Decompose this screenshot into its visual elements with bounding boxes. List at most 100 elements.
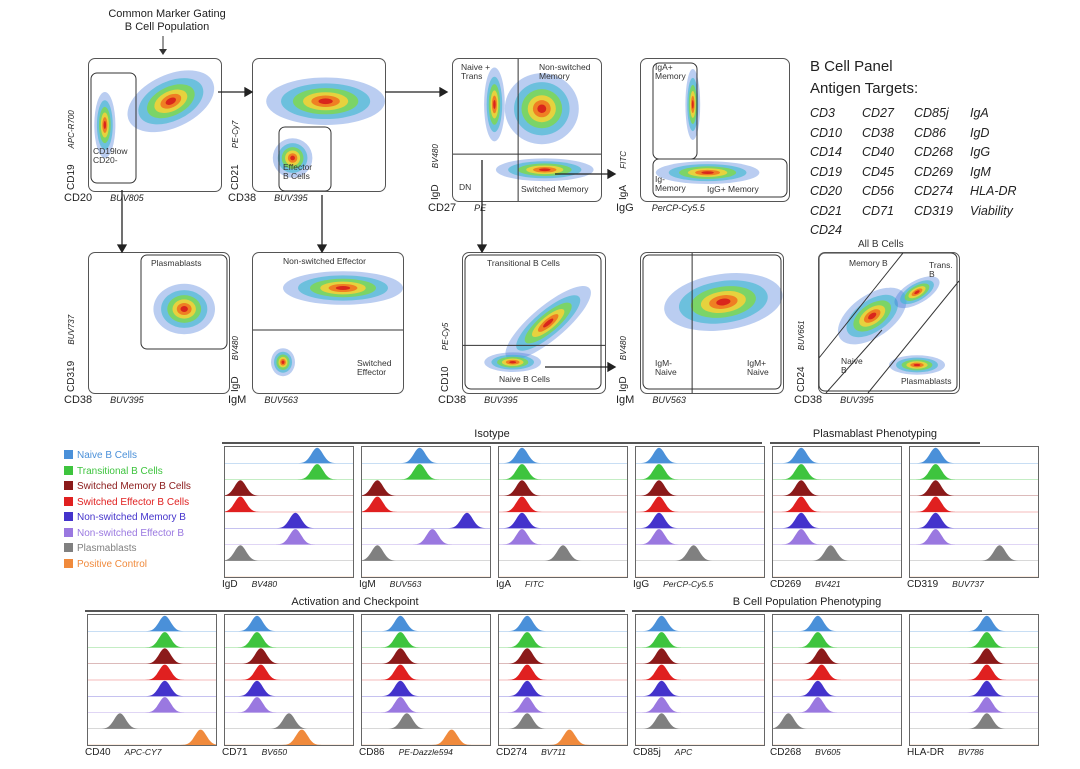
legend-label: Non-switched Effector B bbox=[77, 527, 185, 539]
antigen-target: CD269 bbox=[914, 164, 953, 179]
antigen-target: CD38 bbox=[862, 125, 894, 140]
gate-box bbox=[278, 126, 332, 191]
antigen-target: IgM bbox=[970, 164, 991, 179]
histogram-peak bbox=[964, 664, 1010, 680]
histogram-peak bbox=[977, 545, 1022, 561]
histogram-x-label: CD71 BV650 bbox=[222, 747, 287, 758]
histogram-marker: IgD bbox=[222, 579, 238, 590]
histogram-peak bbox=[362, 480, 400, 496]
section-isotype: Isotype bbox=[474, 428, 510, 440]
histogram-hla-dr bbox=[909, 614, 1039, 746]
legend-item: Naive B Cells bbox=[64, 450, 137, 462]
histogram-peak bbox=[778, 512, 824, 529]
histogram-peak bbox=[913, 529, 958, 545]
histogram-peak bbox=[795, 697, 841, 713]
x-marker: CD38 bbox=[438, 394, 467, 406]
histogram-peak bbox=[234, 615, 280, 632]
histogram-peak bbox=[234, 632, 280, 648]
histogram-cd85j bbox=[635, 614, 765, 746]
gating-plot-igd-igm: Non-switched Effector Switched Effector bbox=[252, 252, 404, 394]
histogram-fluorophore: APC-CY7 bbox=[124, 747, 162, 757]
panel-title: B Cell Panel bbox=[810, 58, 893, 75]
histogram-peak bbox=[636, 480, 682, 496]
antigen-target: CD86 bbox=[914, 125, 946, 140]
cell-population-density bbox=[94, 92, 116, 158]
legend-swatch bbox=[64, 527, 73, 537]
legend-item: Non-switched Memory B bbox=[64, 512, 186, 524]
histogram-x-label: IgM BUV563 bbox=[359, 579, 421, 590]
note-arrow bbox=[159, 36, 167, 55]
histogram-peak bbox=[913, 464, 958, 480]
histogram-marker: CD40 bbox=[85, 747, 111, 758]
histogram-marker: CD274 bbox=[496, 747, 528, 758]
histogram-peak bbox=[799, 648, 845, 664]
histogram-peak bbox=[778, 496, 824, 512]
gate-label: Transitional B Cells bbox=[487, 258, 560, 268]
x-fluorophore: BUV805 bbox=[110, 193, 144, 203]
histogram-peak bbox=[384, 713, 430, 729]
histogram-peak bbox=[778, 480, 824, 496]
histogram-peak bbox=[636, 447, 682, 464]
histogram-peak bbox=[799, 664, 845, 680]
x-axis-label: IgG PerCP-Cy5.5 bbox=[616, 202, 705, 214]
gate-box bbox=[819, 253, 958, 392]
section-plasmablast: Plasmablast Phenotyping bbox=[812, 428, 938, 440]
histogram-peak bbox=[378, 664, 423, 680]
legend-swatch bbox=[64, 481, 73, 490]
histogram-igg bbox=[635, 446, 765, 578]
histogram-marker: CD319 bbox=[907, 579, 939, 590]
histogram-peak bbox=[234, 697, 280, 713]
histogram-peak bbox=[142, 680, 188, 697]
gate-label: Effector B Cells bbox=[283, 162, 313, 182]
histogram-x-label: CD86 PE-Dazzle594 bbox=[359, 747, 453, 758]
histogram-peak bbox=[964, 697, 1010, 713]
histogram-peak bbox=[378, 632, 423, 648]
histogram-peak bbox=[142, 697, 188, 713]
histogram-peak bbox=[964, 648, 1010, 664]
histogram-cd269 bbox=[772, 446, 902, 578]
cell-population-density bbox=[484, 67, 505, 142]
gating-note: Common Marker Gating B Cell Population bbox=[108, 8, 226, 33]
gate-label: Non-switched Memory bbox=[539, 62, 591, 82]
x-axis-label: CD20 BUV805 bbox=[64, 192, 144, 204]
histogram-peak bbox=[273, 512, 318, 529]
histogram-iga bbox=[498, 446, 628, 578]
x-marker: CD27 bbox=[428, 202, 457, 214]
cell-population-density bbox=[655, 161, 760, 184]
histogram-fluorophore: APC bbox=[674, 747, 693, 757]
section-plasmablast-line bbox=[770, 442, 980, 444]
histogram-x-label: CD269 BV421 bbox=[770, 579, 841, 590]
histogram-fluorophore: FITC bbox=[525, 579, 544, 589]
histogram-x-label: CD274 BV711 bbox=[496, 747, 566, 758]
histogram-cd268 bbox=[772, 614, 902, 746]
gate-label: Plasmablasts bbox=[901, 376, 952, 386]
cell-population-density bbox=[283, 271, 403, 305]
cell-population-density bbox=[894, 276, 940, 309]
legend-swatch bbox=[64, 512, 73, 521]
legend-item: Transitional B Cells bbox=[64, 465, 163, 478]
antigen-target: IgA bbox=[970, 106, 989, 120]
gate-label: DN bbox=[459, 182, 472, 192]
histogram-fluorophore: BV421 bbox=[815, 579, 841, 589]
legend-swatch bbox=[64, 496, 73, 506]
histogram-peak bbox=[499, 480, 545, 496]
histogram-cd86 bbox=[361, 614, 491, 746]
x-fluorophore: PerCP-Cy5.5 bbox=[651, 203, 705, 213]
gate-label: Switched Effector bbox=[357, 358, 392, 378]
antigen-target: CD274 bbox=[914, 184, 953, 198]
histogram-peak bbox=[362, 545, 400, 561]
x-fluorophore: BUV563 bbox=[264, 395, 298, 405]
histogram-peak bbox=[397, 447, 442, 464]
histogram-peak bbox=[178, 729, 216, 745]
gating-plot-iga-igg: IgA+ Memory Ig- Memory IgG+ Memory bbox=[640, 58, 790, 202]
legend-item: Non-switched Effector B bbox=[64, 527, 185, 540]
antigen-target: CD10 bbox=[810, 125, 842, 140]
histogram-peak bbox=[499, 512, 545, 529]
x-fluorophore: BUV395 bbox=[840, 395, 874, 405]
antigen-target: CD24 bbox=[810, 223, 842, 237]
gate-label: Memory B bbox=[849, 258, 888, 268]
histogram-peak bbox=[795, 680, 841, 697]
flow-arrows bbox=[116, 86, 617, 373]
histogram-cd71 bbox=[224, 614, 354, 746]
x-fluorophore: BUV395 bbox=[484, 395, 518, 405]
